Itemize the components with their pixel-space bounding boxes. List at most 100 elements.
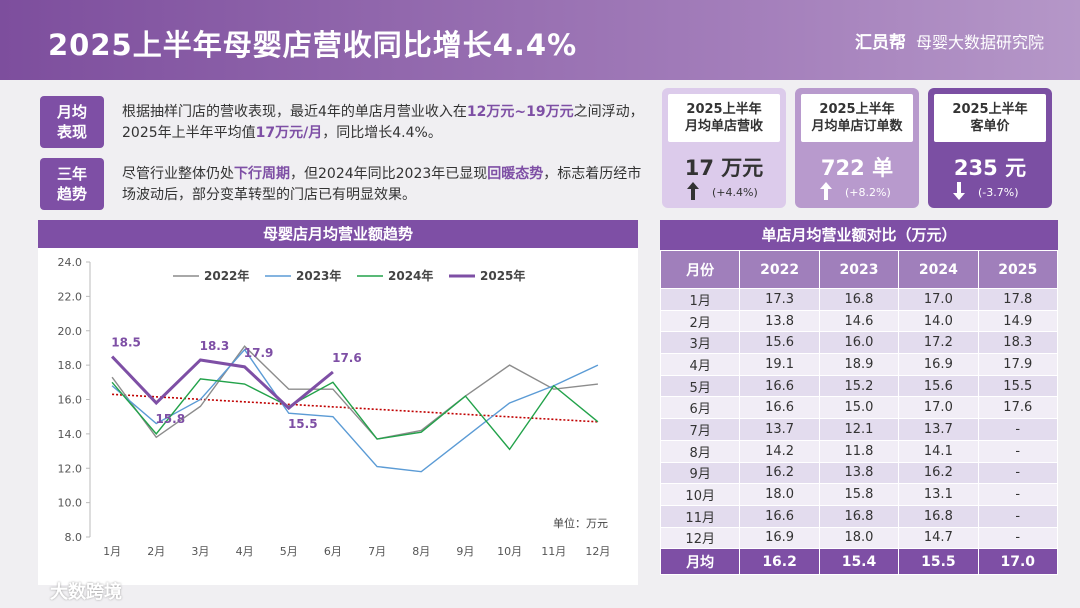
table-cell: 14.1	[898, 439, 979, 463]
kpi-value: 17 万元	[684, 156, 764, 180]
table-cell: 4月	[659, 353, 741, 376]
x-tick-label: 3月	[191, 545, 209, 558]
table-cell: 16.8	[898, 504, 979, 528]
kpi-title: 2025上半年 客单价	[934, 94, 1046, 142]
table-header: 2024	[898, 250, 979, 289]
kpi-title-line: 月均单店订单数	[811, 119, 903, 134]
chart-panel: 母婴店月均营业额趋势 8.0 10.0 12.0 14.0 16.0 18.0 20.0 22…	[38, 220, 638, 585]
tag-line: 趋势	[56, 185, 87, 203]
table-cell: 15.5	[977, 374, 1059, 398]
table-cell: 17.2	[898, 331, 979, 355]
table-cell: 10月	[659, 483, 741, 506]
table-cell: 14.9	[977, 309, 1059, 333]
y-tick-label: 10.0	[58, 497, 83, 510]
table-cell: -	[977, 526, 1059, 550]
table-row: 2月 13.8 14.6 14.0 14.9	[659, 309, 1059, 333]
kpi-value: 722 单	[820, 156, 894, 180]
note-tag: 月均 表现	[40, 96, 104, 148]
table-cell: 12月	[659, 526, 741, 550]
table-row: 1月 17.3 16.8 17.0 17.8	[659, 288, 1059, 311]
kpi-title-line: 2025上半年	[952, 102, 1028, 117]
table-cell: -	[977, 418, 1059, 441]
tag-line: 三年	[56, 165, 87, 183]
table-row: 12月 16.9 18.0 14.7-	[659, 526, 1059, 550]
text: ，同比增长4.4%。	[322, 125, 442, 141]
table-cell: 13.7	[739, 418, 820, 441]
x-tick-label: 7月	[368, 545, 386, 558]
legend-label: 2025年	[480, 268, 525, 283]
series-line	[111, 348, 599, 473]
kpi-title-line: 2025上半年	[686, 102, 762, 117]
data-label: 18.5	[111, 336, 141, 350]
kpi-change: (-3.7%)	[978, 186, 1019, 199]
table-cell: 17.6	[977, 396, 1059, 420]
x-tick-label: 11月	[541, 545, 566, 558]
series-line	[111, 378, 599, 451]
table-cell: 16.2	[898, 461, 979, 485]
kpi-title: 2025上半年 月均单店营收	[668, 94, 780, 142]
highlight: 下行周期	[234, 166, 290, 182]
legend-label: 2022年	[204, 268, 249, 283]
text: 尽管行业整体仍处	[122, 166, 234, 182]
data-label: 15.8	[155, 412, 185, 426]
series-line	[110, 355, 334, 411]
kpi-card: 2025上半年 客单价 235 元 (-3.7%)	[928, 88, 1052, 208]
table-cell: 15.6	[898, 374, 979, 398]
y-tick-label: 12.0	[58, 462, 83, 475]
x-tick-label: 1月	[103, 545, 121, 558]
table-cell: 13.7	[898, 418, 979, 441]
table-cell: 9月	[659, 461, 741, 485]
table-footer-cell: 月均	[659, 548, 741, 576]
table-cell: 18.0	[739, 483, 820, 506]
note: 三年趋势 尽管行业整体仍处下行周期，但2024年同比2023年已显现回暖态势，标志…	[40, 158, 650, 210]
table-cell: -	[977, 483, 1059, 506]
series-line	[111, 345, 598, 440]
legend-label: 2023年	[296, 268, 341, 283]
table-row: 8月 14.2 11.8 14.1-	[659, 439, 1059, 463]
table-row: 3月 15.6 16.0 17.2 18.3	[659, 331, 1059, 355]
y-tick-label: 8.0	[65, 531, 83, 544]
note-text: 根据抽样门店的营收表现，最近4年的单店月营业收入在12万元~19万元之间浮动，2…	[122, 102, 650, 144]
table-cell: 13.8	[739, 309, 820, 333]
chart: 8.0 10.0 12.0 14.0 16.0 18.0 20.0 22.0 24.0 1月 2月 3…	[58, 256, 611, 558]
x-tick-label: 4月	[236, 545, 254, 558]
note-text: 尽管行业整体仍处下行周期，但2024年同比2023年已显现回暖态势，标志着历经市…	[122, 164, 650, 206]
table-cell: 17.0	[898, 288, 979, 311]
brand: 汇员帮 母婴大数据研究院	[855, 28, 1044, 53]
table-cell: 16.8	[818, 504, 900, 528]
table-cell: -	[977, 461, 1059, 485]
table-title: 单店月均营业额对比（万元）	[660, 220, 1058, 250]
table-cell: -	[977, 504, 1059, 528]
kpi-change: (+4.4%)	[712, 186, 758, 199]
table-header: 2023	[818, 250, 900, 289]
table-row: 11月 16.6 16.8 16.8-	[659, 504, 1059, 528]
kpi-title-line: 月均单店营收	[684, 119, 763, 134]
table-cell: 11.8	[818, 439, 900, 463]
table-cell: 15.2	[818, 374, 900, 398]
x-tick-label: 9月	[456, 545, 474, 558]
highlight: 17万元/月	[255, 125, 323, 141]
brand-name: 汇员帮	[854, 33, 906, 53]
table-row: 9月 16.2 13.8 16.2-	[659, 461, 1059, 485]
y-tick-label: 24.0	[58, 256, 83, 269]
table-cell: 7月	[659, 418, 741, 441]
data-label: 18.3	[200, 339, 230, 353]
x-tick-label: 12月	[585, 545, 610, 558]
table-cell: 11月	[659, 504, 741, 528]
kpi-arrow	[953, 182, 965, 200]
data-label: 17.9	[244, 346, 274, 360]
table-cell: 13.8	[818, 461, 900, 485]
tag-line: 月均	[56, 103, 87, 121]
table-cell: 14.2	[739, 439, 820, 463]
table-row: 4月 19.1 18.9 16.9 17.9	[659, 353, 1059, 376]
data-label: 15.5	[288, 417, 318, 431]
table-panel: 单店月均营业额对比（万元） 月份 2022 2023 2024 2025 1月 17.3 16…	[659, 220, 1059, 576]
text: 之间浮动，2025年上半年平均值	[122, 104, 644, 141]
note: 月均 表现 根据抽样门店的营收表现，最近4年的单店月营业收入在12万元~19万元之间…	[40, 96, 650, 148]
x-tick-label: 10月	[497, 545, 522, 558]
table-cell: 17.3	[739, 288, 820, 311]
kpi-change: (+8.2%)	[845, 186, 891, 199]
text: 根据抽样门店的营收表现，最近4年的单店月营业收入在	[122, 104, 467, 120]
kpi-title-line: 2025上半年	[819, 102, 895, 117]
